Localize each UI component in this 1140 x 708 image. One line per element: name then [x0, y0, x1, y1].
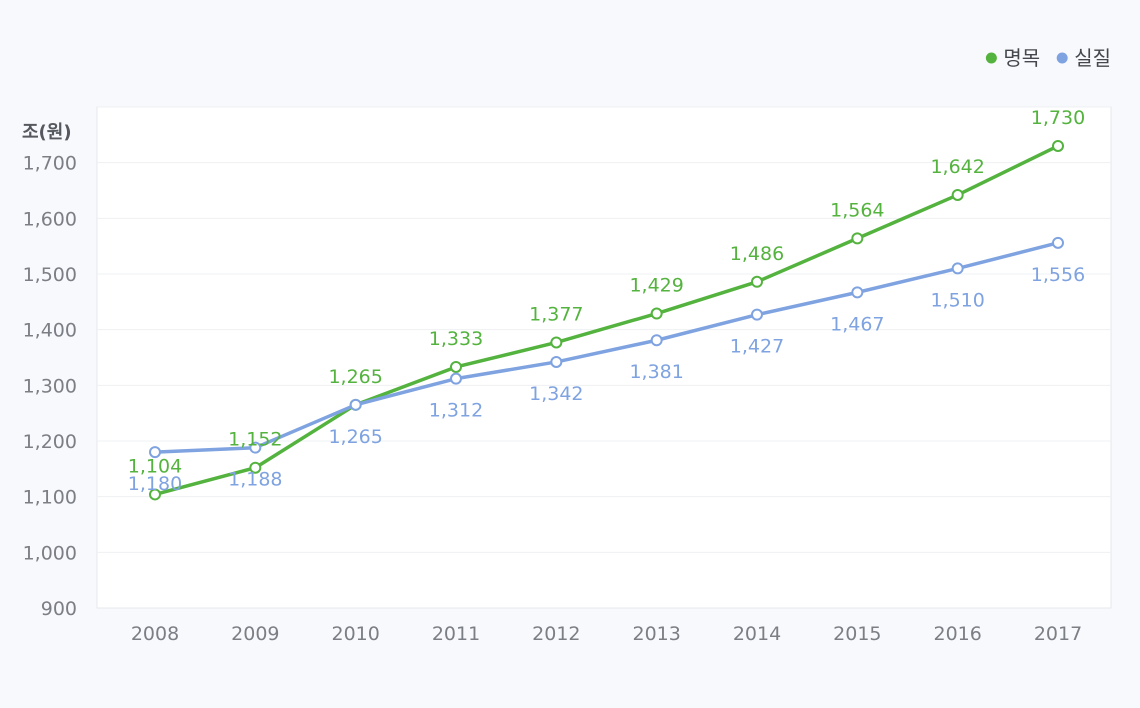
x-tick-label: 2010 [331, 623, 379, 645]
data-point [149, 488, 161, 501]
data-labels: 1,104 1,152 1,265 1,333 1,377 1,429 1,486 1,564… [128, 107, 1085, 495]
legend: 실질 명목 [985, 46, 1111, 70]
data-label: 1,265 [328, 426, 382, 448]
legend-marker-1 [985, 52, 997, 64]
legend-label: 명목 [1003, 46, 1040, 70]
x-tick-label: 2012 [532, 623, 580, 645]
legend-label: 실질 [1074, 46, 1111, 70]
x-tick-label: 2014 [733, 623, 781, 645]
series-lines [149, 139, 1064, 501]
y-tick-label: 1,400 [23, 320, 77, 342]
data-point [1052, 236, 1064, 249]
data-point [951, 188, 964, 201]
y-axis-label: 조(원) [22, 122, 72, 143]
data-point [550, 355, 563, 368]
y-tick-label: 1,600 [23, 208, 77, 230]
series-line [153, 144, 1060, 497]
series-line [153, 241, 1060, 454]
y-tick-label: 1,100 [23, 487, 77, 509]
x-tick-label: 2011 [432, 623, 480, 645]
data-label: 1,429 [629, 275, 683, 297]
data-point [249, 461, 262, 474]
series-1 [149, 139, 1064, 501]
data-label: 1,104 [128, 455, 182, 477]
data-label: 1,188 [228, 469, 282, 491]
data-label: 1,180 [128, 473, 182, 495]
data-label: 1,152 [228, 429, 282, 451]
data-label: 1,342 [529, 383, 583, 405]
x-tick-label: 2009 [231, 623, 279, 645]
x-tick-label: 2013 [632, 623, 680, 645]
data-label: 1,467 [830, 313, 884, 335]
data-label: 1,730 [1031, 107, 1085, 129]
data-point [450, 360, 462, 373]
x-axis-ticks: 2008 2009 2010 2011 2012 2013 2014 2015 2016 2017 [131, 623, 1082, 645]
data-label: 1,333 [429, 328, 483, 350]
x-tick-label: 2017 [1034, 623, 1082, 645]
y-tick-label: 900 [41, 598, 77, 620]
data-label: 1,556 [1031, 264, 1085, 286]
data-point [851, 286, 864, 299]
data-point [1052, 139, 1064, 152]
y-tick-label: 1,200 [23, 431, 77, 453]
x-tick-label: 2008 [131, 623, 179, 645]
data-label: 1,427 [730, 336, 784, 358]
data-label: 1,642 [930, 156, 984, 178]
y-tick-label: 1,000 [23, 542, 77, 564]
data-label: 1,486 [730, 243, 784, 265]
x-tick-label: 2015 [833, 623, 881, 645]
y-axis-ticks: 900 1,000 1,100 1,200 1,300 1,400 1,500 1,600 1,… [23, 153, 77, 620]
y-tick-label: 1,500 [23, 264, 77, 286]
series-2 [149, 236, 1064, 459]
data-point [550, 336, 563, 349]
data-label: 1,312 [429, 400, 483, 422]
data-point [650, 307, 663, 320]
data-point [851, 232, 864, 245]
y-tick-label: 1,700 [23, 153, 77, 175]
data-point [450, 372, 462, 385]
data-point [751, 275, 763, 288]
data-label: 1,381 [629, 361, 683, 383]
data-point [149, 446, 161, 459]
data-label: 1,377 [529, 303, 583, 325]
data-point [951, 262, 964, 275]
legend-marker-2 [1056, 52, 1068, 64]
data-label: 1,265 [328, 366, 382, 388]
data-point [751, 308, 763, 321]
data-label: 1,564 [830, 199, 884, 221]
data-point [249, 441, 262, 454]
y-tick-label: 1,300 [23, 375, 77, 397]
data-point [650, 334, 663, 347]
data-point [349, 398, 362, 411]
x-tick-label: 2016 [933, 623, 981, 645]
plot-area [96, 106, 1112, 609]
data-label: 1,510 [930, 289, 984, 311]
